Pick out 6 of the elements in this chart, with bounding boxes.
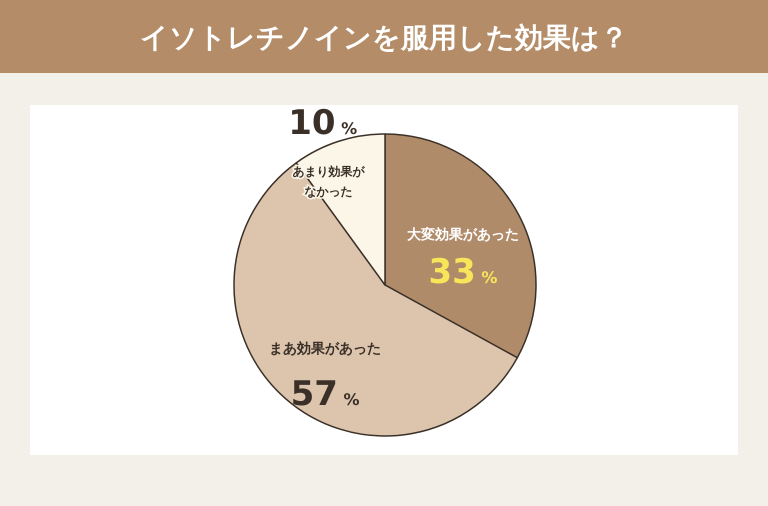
data-label: 33 % xyxy=(428,252,498,292)
data-label: 10 % xyxy=(288,103,358,144)
slice-label: まあ効果があった xyxy=(269,340,382,357)
data-label: 57 % xyxy=(290,374,360,414)
chart-title: イソトレチノインを服用した効果は？ xyxy=(140,21,628,54)
slice-label: 大変効果があった xyxy=(406,226,519,243)
